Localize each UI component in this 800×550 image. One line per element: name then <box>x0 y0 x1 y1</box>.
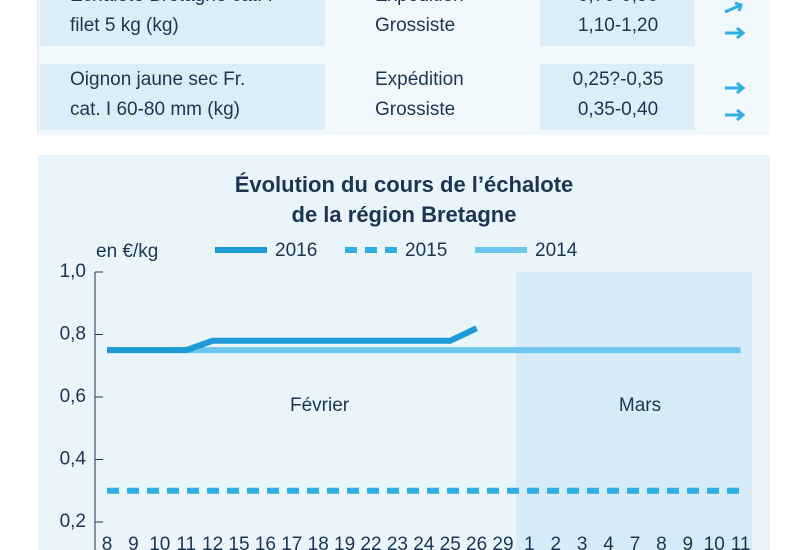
market-name: Expédition <box>375 69 464 90</box>
market-name: Grossiste <box>375 15 455 36</box>
trend-arrow <box>725 81 746 95</box>
legend-label: 2014 <box>535 240 578 261</box>
x-tick-label: 11 <box>176 534 196 550</box>
product-name: cat. I 60-80 mm (kg) <box>70 99 240 120</box>
product-name: Oignon jaune sec Fr. <box>70 69 245 90</box>
y-tick-label: 1,0 <box>60 261 86 282</box>
price-range: 1,10-1,20 <box>578 15 658 36</box>
x-tick-label: 3 <box>577 534 588 550</box>
x-tick-label: 18 <box>308 534 329 550</box>
x-tick-label: 8 <box>102 534 113 550</box>
price-range: 0,70-0,90 <box>578 0 658 6</box>
x-tick-label: 2 <box>551 534 562 550</box>
month-label: Mars <box>619 395 661 416</box>
x-tick-label: 9 <box>128 534 139 550</box>
price-range: 0,35-0,40 <box>578 99 658 120</box>
trend-arrow <box>725 108 746 122</box>
chart-title: de la région Bretagne <box>292 202 517 227</box>
price-range: 0,25?-0,35 <box>573 69 664 90</box>
product-name: Échalote Bretagne cat. I <box>70 0 273 6</box>
market-name: Expédition <box>375 0 464 6</box>
y-tick-label: 0,4 <box>60 449 87 470</box>
y-tick-label: 0,2 <box>60 511 86 532</box>
x-tick-label: 15 <box>228 534 249 550</box>
x-tick-label: 25 <box>440 534 461 550</box>
x-tick-label: 1 <box>524 534 535 550</box>
x-tick-label: 8 <box>656 534 667 550</box>
legend-label: 2016 <box>275 240 317 261</box>
price-cell <box>540 64 695 130</box>
y-tick-label: 0,6 <box>60 386 86 407</box>
x-tick-label: 12 <box>202 534 223 550</box>
product-cell <box>40 0 325 46</box>
x-tick-label: 24 <box>413 534 435 550</box>
x-tick-label: 10 <box>149 534 170 550</box>
x-tick-label: 10 <box>704 534 725 550</box>
series-line <box>107 325 478 354</box>
market-name: Grossiste <box>375 99 455 120</box>
legend-label: 2015 <box>405 240 447 261</box>
trend-arrow <box>725 26 746 40</box>
x-tick-label: 4 <box>603 534 614 550</box>
product-cell <box>40 64 325 130</box>
x-tick-label: 19 <box>334 534 355 550</box>
x-tick-label: 16 <box>255 534 276 550</box>
price-cell <box>540 0 695 46</box>
trend-arrow <box>724 1 743 14</box>
march-shade <box>516 272 752 550</box>
month-label: Février <box>290 395 350 416</box>
y-tick-label: 0,8 <box>60 324 86 345</box>
product-name: filet 5 kg (kg) <box>70 15 179 36</box>
x-tick-label: 26 <box>466 534 487 550</box>
chart-title: Évolution du cours de l’échalote <box>235 172 574 197</box>
x-tick-label: 17 <box>281 534 302 550</box>
x-tick-label: 23 <box>387 534 408 550</box>
x-tick-label: 29 <box>492 534 513 550</box>
x-tick-label: 11 <box>731 534 751 550</box>
y-axis-label: en €/kg <box>96 241 158 262</box>
x-tick-label: 7 <box>630 534 641 550</box>
x-tick-label: 22 <box>360 534 381 550</box>
x-tick-label: 9 <box>683 534 694 550</box>
